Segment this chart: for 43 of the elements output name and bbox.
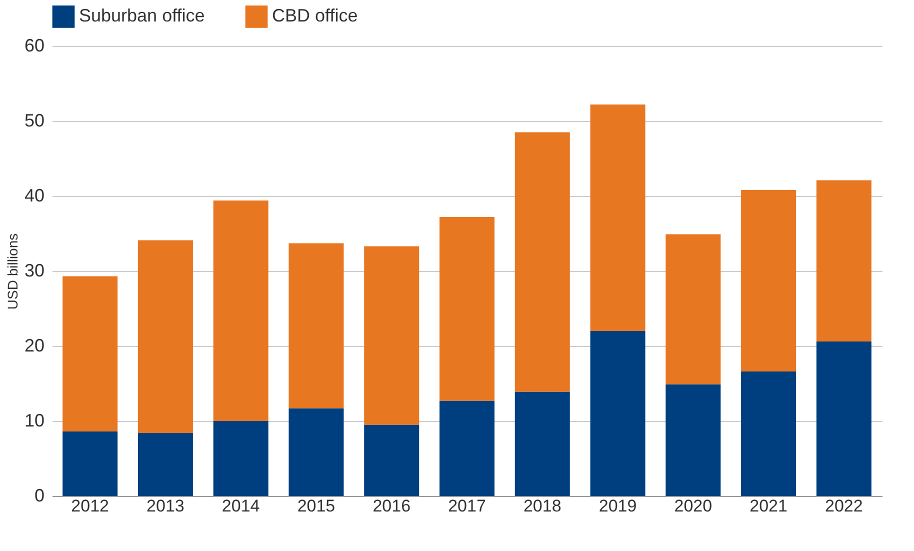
- bar: [138, 240, 193, 433]
- bar: [364, 246, 420, 425]
- x-tick-label: 2019: [598, 496, 637, 516]
- bar: [816, 180, 872, 342]
- bar: [62, 276, 118, 432]
- y-tick-label: 30: [24, 260, 44, 280]
- bar: [213, 421, 268, 496]
- bar: [514, 132, 570, 392]
- x-tick-label: 2017: [448, 496, 486, 516]
- legend-label: Suburban office: [79, 6, 205, 26]
- bar: [440, 217, 494, 401]
- bar: [741, 190, 796, 372]
- y-tick-label: 20: [24, 336, 44, 356]
- bar: [288, 243, 344, 408]
- bar: [816, 342, 872, 496]
- bar: [666, 234, 721, 384]
- x-tick-label: 2013: [146, 496, 184, 516]
- bar: [514, 392, 570, 496]
- bar: [213, 200, 268, 421]
- bar: [288, 408, 344, 496]
- x-tick-label: 2015: [297, 496, 336, 516]
- y-tick-label: 40: [24, 186, 44, 206]
- bar: [364, 424, 420, 496]
- bar: [590, 104, 646, 331]
- y-tick-label: 0: [34, 486, 44, 506]
- y-axis-title: USD billions: [4, 233, 20, 310]
- bar: [62, 432, 118, 496]
- x-tick-label: 2012: [71, 496, 109, 516]
- y-tick-label: 10: [24, 410, 44, 430]
- x-tick-label: 2014: [222, 496, 260, 516]
- y-tick-label: 60: [24, 36, 44, 56]
- x-tick-label: 2018: [523, 496, 562, 516]
- legend-label: CBD office: [272, 6, 358, 26]
- y-tick-label: 50: [24, 110, 44, 130]
- bar: [741, 372, 796, 496]
- x-tick-label: 2021: [750, 496, 788, 516]
- bar: [590, 331, 646, 496]
- bar: [138, 433, 193, 496]
- bar: [440, 400, 494, 496]
- x-tick-label: 2022: [825, 496, 863, 516]
- x-tick-label: 2020: [674, 496, 712, 516]
- bar: [666, 384, 721, 496]
- x-tick-label: 2016: [372, 496, 411, 516]
